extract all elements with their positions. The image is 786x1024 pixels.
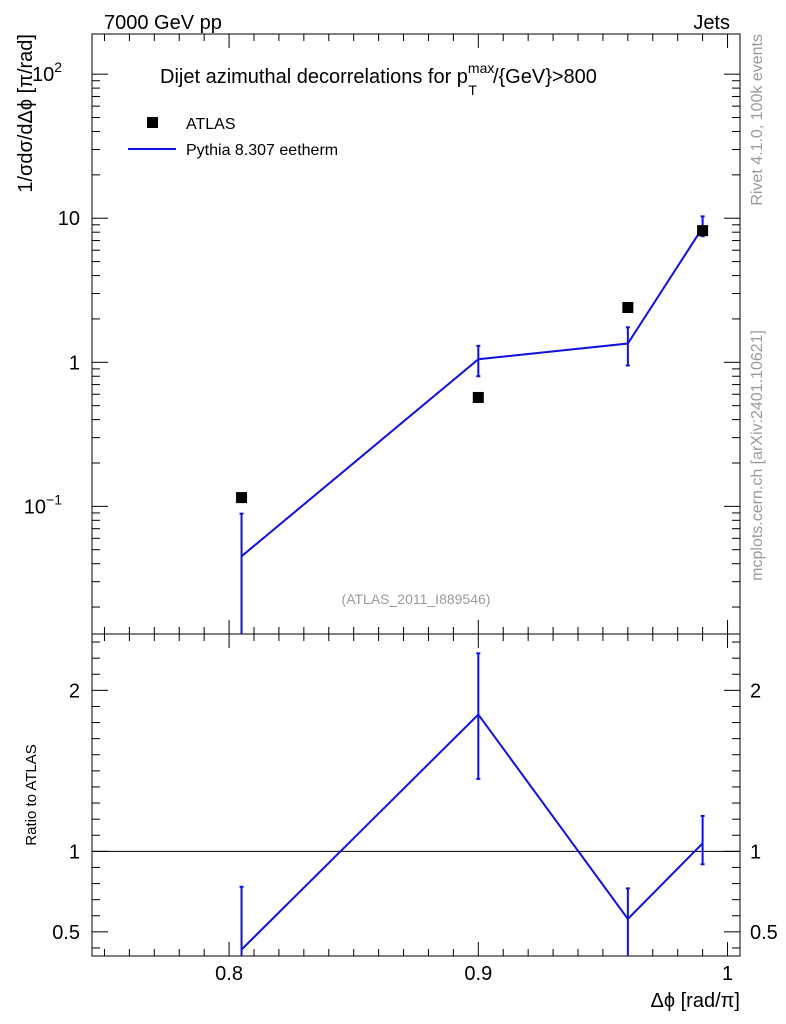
chart-title: Dijet azimuthal decorrelations for pmax T…: [160, 60, 597, 98]
lower-plot-marks: [92, 652, 740, 956]
atlas-data-point: [697, 225, 709, 237]
atlas-data-point: [472, 391, 484, 403]
side-text-bottom: mcplots.cern.ch [arXiv:2401.10621]: [749, 330, 766, 581]
lower-y-axis-label: Ratio to ATLAS: [23, 744, 40, 845]
atlas-data-point: [622, 302, 634, 314]
upper-plot-marks: [236, 215, 709, 634]
x-axis-label: Δϕ [rad/π]: [651, 990, 741, 1012]
y-tick-label: 102: [32, 59, 62, 86]
y-tick-label-right: 2: [750, 680, 761, 702]
y-tick-label: 10: [58, 208, 80, 230]
legend: ATLAS Pythia 8.307 eetherm: [128, 116, 338, 159]
header-left: 7000 GeV pp: [104, 12, 222, 34]
ratio-series-line: [240, 712, 704, 951]
atlas-data-point: [236, 492, 248, 504]
lower-frame: [91, 633, 741, 957]
y-tick-label: 2: [69, 680, 80, 702]
pythia-series-line: [240, 227, 704, 558]
y-tick-label: 10−1: [24, 491, 62, 518]
y-tick-label-right: 0.5: [750, 922, 778, 944]
upper-y-axis-label: 1/σdσ/dΔϕ [π/rad]: [15, 34, 37, 193]
y-tick-label: 1: [69, 352, 80, 374]
analysis-id: (ATLAS_2011_I889546): [342, 591, 491, 607]
upper-axis-ticks: 10−1 1 10 102: [24, 34, 740, 634]
side-text-top: Rivet 4.1.0, 100k events: [749, 34, 766, 206]
x-tick-label: 0.9: [464, 963, 492, 985]
x-tick-label: 1: [722, 963, 733, 985]
y-tick-label: 0.5: [52, 922, 80, 944]
x-tick-label: 0.8: [215, 963, 243, 985]
y-tick-label: 1: [69, 841, 80, 863]
y-tick-label-right: 1: [750, 841, 761, 863]
legend-atlas-marker: [147, 117, 158, 128]
header-right: Jets: [693, 12, 730, 34]
legend-pythia-label: Pythia 8.307 eetherm: [186, 142, 338, 159]
lower-axis-ticks: 0.8 0.9 1 0.5 0.5 1 1 2 2: [52, 634, 778, 985]
legend-atlas-label: ATLAS: [186, 116, 236, 133]
